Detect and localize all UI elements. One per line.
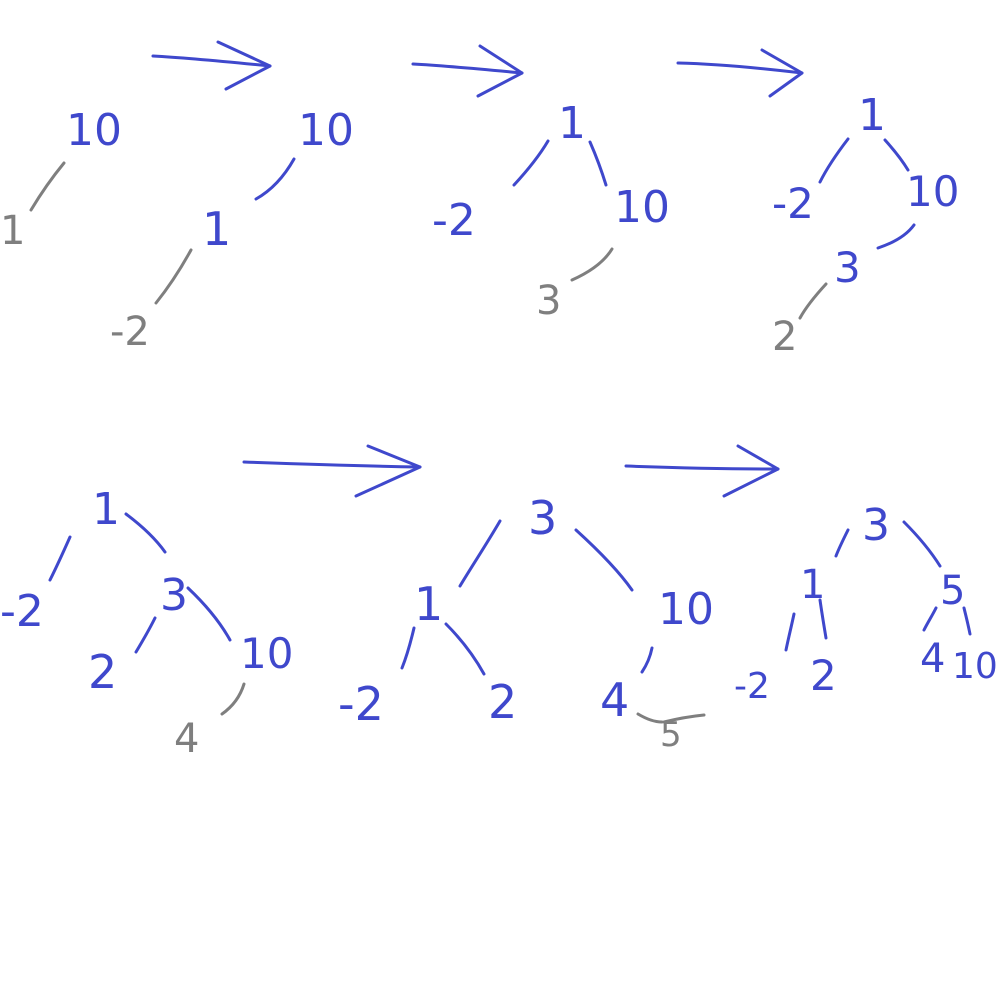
tree-node-1: 1 xyxy=(558,98,586,149)
tree-node-10: 10 xyxy=(240,629,293,678)
tree-edge xyxy=(574,528,634,592)
tree-edge xyxy=(818,137,850,184)
tree-node-3: 3 xyxy=(862,500,890,551)
tree-edge xyxy=(876,223,916,250)
tree-edge xyxy=(784,612,796,652)
tree-edge xyxy=(154,248,193,305)
tree-node-1: 1 xyxy=(414,577,443,631)
step-6-tree: 3 1 10 -2 2 4 5 xyxy=(338,491,714,755)
tree-edge xyxy=(922,606,938,632)
tree-edge xyxy=(834,528,850,558)
tree-node-10: 10 xyxy=(952,646,998,687)
tree-node-2: 2 xyxy=(772,314,797,360)
tree-node-3: 3 xyxy=(536,278,561,324)
tree-node-10: 10 xyxy=(298,105,354,156)
step-7-tree: 3 1 5 -2 2 4 10 xyxy=(734,500,998,707)
tree-node-minus-2: -2 xyxy=(338,677,384,731)
tree-node-4: 4 xyxy=(600,673,629,727)
tree-edge xyxy=(186,586,232,642)
tree-edge xyxy=(512,139,550,187)
tree-node-3: 3 xyxy=(528,491,557,545)
tree-node-5: 5 xyxy=(940,568,965,614)
tree-node-3: 3 xyxy=(834,243,861,292)
tree-node-1: 1 xyxy=(858,90,886,141)
tree-edge xyxy=(588,140,608,187)
tree-edge xyxy=(902,520,942,568)
step-5-tree: 1 -2 3 2 10 4 xyxy=(0,484,293,762)
tree-node-2: 2 xyxy=(488,675,517,729)
tree-node-1: 1 xyxy=(92,484,120,535)
tree-edge xyxy=(134,616,157,654)
tree-edge xyxy=(458,519,502,588)
tree-edge xyxy=(818,598,828,640)
tree-node-2: 2 xyxy=(88,645,117,699)
tree-edge xyxy=(570,247,614,282)
tree-node-3: 3 xyxy=(160,570,188,621)
tree-node-10: 10 xyxy=(906,167,959,216)
tree-node-10: 10 xyxy=(614,182,670,233)
tree-node-5: 5 xyxy=(660,715,682,755)
tree-node-2: 2 xyxy=(810,651,837,700)
tree-edge xyxy=(640,646,654,674)
tree-node-4: 4 xyxy=(174,716,199,762)
tree-node-minus-2: -2 xyxy=(0,586,44,637)
step-3-tree: 1 -2 10 3 xyxy=(432,98,670,324)
tree-edge xyxy=(254,157,296,201)
step-1-tree: 10 1 xyxy=(0,105,122,254)
tree-node-minus-2: -2 xyxy=(734,666,770,707)
tree-node-minus-2: -2 xyxy=(772,179,814,228)
arrow-3 xyxy=(676,48,804,98)
tree-edge xyxy=(400,626,416,670)
tree-node-4: 4 xyxy=(920,636,945,682)
arrow-1 xyxy=(151,40,272,91)
tree-edge xyxy=(444,622,486,676)
arrow-5 xyxy=(624,444,780,498)
tree-node-1: 1 xyxy=(202,202,231,256)
tree-edge xyxy=(883,138,910,172)
tree-node-minus-2: -2 xyxy=(432,195,476,246)
arrow-4 xyxy=(242,444,422,498)
tree-node-1: 1 xyxy=(0,208,25,254)
step-4-tree: 1 -2 10 3 2 xyxy=(772,90,959,360)
tree-edge xyxy=(962,606,972,636)
arrow-2 xyxy=(411,44,524,98)
tree-edge xyxy=(124,512,167,554)
tree-node-minus-2: -2 xyxy=(110,309,150,355)
tree-edge xyxy=(29,161,66,212)
tree-node-1: 1 xyxy=(800,562,825,608)
step-2-tree: 10 1 -2 xyxy=(110,105,354,355)
tree-edge xyxy=(636,712,706,724)
tree-node-10: 10 xyxy=(66,105,122,156)
tree-edge xyxy=(798,282,828,320)
tree-node-10: 10 xyxy=(658,584,714,635)
tree-edge xyxy=(220,682,246,716)
tree-edge xyxy=(48,535,72,582)
